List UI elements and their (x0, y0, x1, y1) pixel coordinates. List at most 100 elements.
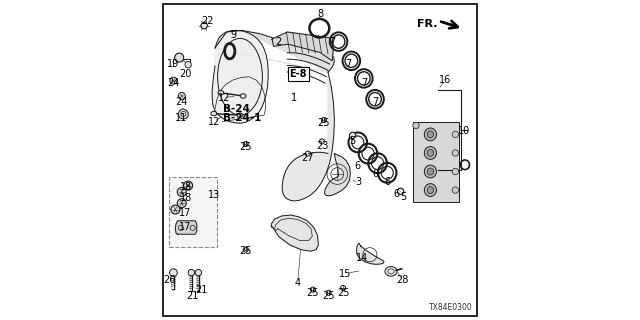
Text: FR.: FR. (417, 19, 438, 29)
Text: 23: 23 (316, 140, 329, 151)
Text: 12: 12 (207, 116, 220, 127)
Text: 3: 3 (355, 177, 362, 188)
Text: 4: 4 (294, 278, 301, 288)
Text: 26: 26 (163, 275, 176, 285)
Text: 10: 10 (458, 126, 470, 136)
Circle shape (321, 117, 326, 123)
Circle shape (319, 139, 324, 144)
Circle shape (175, 53, 184, 62)
Circle shape (397, 188, 404, 195)
Text: 6: 6 (394, 188, 400, 199)
Polygon shape (179, 109, 188, 119)
Text: 2: 2 (275, 36, 282, 47)
Text: 14: 14 (355, 252, 368, 263)
Polygon shape (215, 48, 334, 201)
Text: 17: 17 (179, 208, 192, 218)
Ellipse shape (385, 267, 397, 276)
Circle shape (452, 150, 458, 156)
Text: 12: 12 (218, 92, 230, 103)
Text: 9: 9 (230, 30, 236, 40)
Text: E-8: E-8 (289, 68, 307, 79)
Text: 17: 17 (179, 222, 192, 232)
Ellipse shape (424, 147, 436, 159)
Text: 6: 6 (372, 169, 378, 180)
Text: 15: 15 (339, 268, 352, 279)
Text: 13: 13 (207, 190, 220, 200)
Circle shape (452, 131, 458, 138)
Text: 6: 6 (355, 161, 361, 172)
Circle shape (452, 187, 458, 193)
Circle shape (170, 269, 177, 276)
Text: 24: 24 (167, 78, 180, 88)
Polygon shape (324, 154, 351, 196)
Circle shape (178, 92, 186, 100)
Polygon shape (212, 30, 268, 123)
Text: 7: 7 (361, 78, 367, 88)
Ellipse shape (428, 187, 434, 194)
Circle shape (243, 247, 248, 252)
Circle shape (177, 199, 186, 208)
Polygon shape (272, 32, 333, 61)
Text: 7: 7 (330, 36, 336, 47)
Ellipse shape (424, 128, 436, 141)
Text: 24: 24 (175, 97, 188, 108)
Ellipse shape (424, 184, 436, 196)
Text: 27: 27 (301, 153, 314, 164)
Text: 25: 25 (323, 291, 335, 301)
Ellipse shape (218, 91, 224, 95)
Circle shape (185, 61, 191, 68)
Circle shape (177, 188, 186, 196)
Text: 18: 18 (179, 193, 192, 204)
Ellipse shape (428, 149, 434, 156)
Text: 21: 21 (195, 284, 207, 295)
Text: 16: 16 (438, 75, 451, 85)
Ellipse shape (237, 113, 243, 117)
Text: 18: 18 (179, 182, 192, 192)
Text: B-24-1: B-24-1 (223, 113, 261, 124)
Circle shape (413, 122, 419, 129)
Text: 25: 25 (239, 246, 252, 256)
Circle shape (243, 141, 248, 147)
Text: 5: 5 (400, 192, 406, 202)
Text: B-24: B-24 (223, 104, 250, 114)
Circle shape (310, 287, 316, 292)
Text: 22: 22 (201, 16, 214, 26)
Circle shape (184, 181, 193, 190)
Text: 20: 20 (179, 68, 192, 79)
Circle shape (195, 269, 202, 276)
Polygon shape (271, 215, 319, 251)
Text: 25: 25 (317, 118, 330, 128)
Text: 25: 25 (307, 288, 319, 298)
Circle shape (349, 132, 356, 139)
Polygon shape (356, 243, 384, 264)
Circle shape (305, 151, 310, 156)
Circle shape (201, 22, 207, 29)
Circle shape (171, 205, 180, 214)
Circle shape (170, 77, 177, 84)
Circle shape (452, 168, 458, 175)
Text: 7: 7 (346, 59, 352, 69)
Circle shape (326, 290, 332, 295)
Circle shape (188, 269, 195, 276)
Bar (413, 122, 460, 202)
Text: 25: 25 (337, 288, 349, 298)
Text: 11: 11 (175, 113, 187, 124)
Text: 21: 21 (186, 291, 198, 301)
Ellipse shape (424, 165, 436, 178)
Ellipse shape (241, 94, 246, 98)
Text: 25: 25 (239, 142, 252, 152)
Text: 6: 6 (385, 177, 391, 188)
Text: 8: 8 (317, 9, 323, 20)
Text: TX84E0300: TX84E0300 (429, 303, 473, 312)
Polygon shape (215, 30, 334, 72)
Text: 1: 1 (291, 92, 297, 103)
Polygon shape (175, 221, 197, 234)
Circle shape (340, 285, 346, 291)
Ellipse shape (428, 168, 434, 175)
Text: 7: 7 (372, 97, 378, 108)
Bar (169, 177, 217, 247)
Text: 5: 5 (349, 136, 355, 146)
Ellipse shape (211, 111, 216, 116)
Text: 19: 19 (167, 59, 180, 69)
Text: 28: 28 (396, 275, 409, 285)
